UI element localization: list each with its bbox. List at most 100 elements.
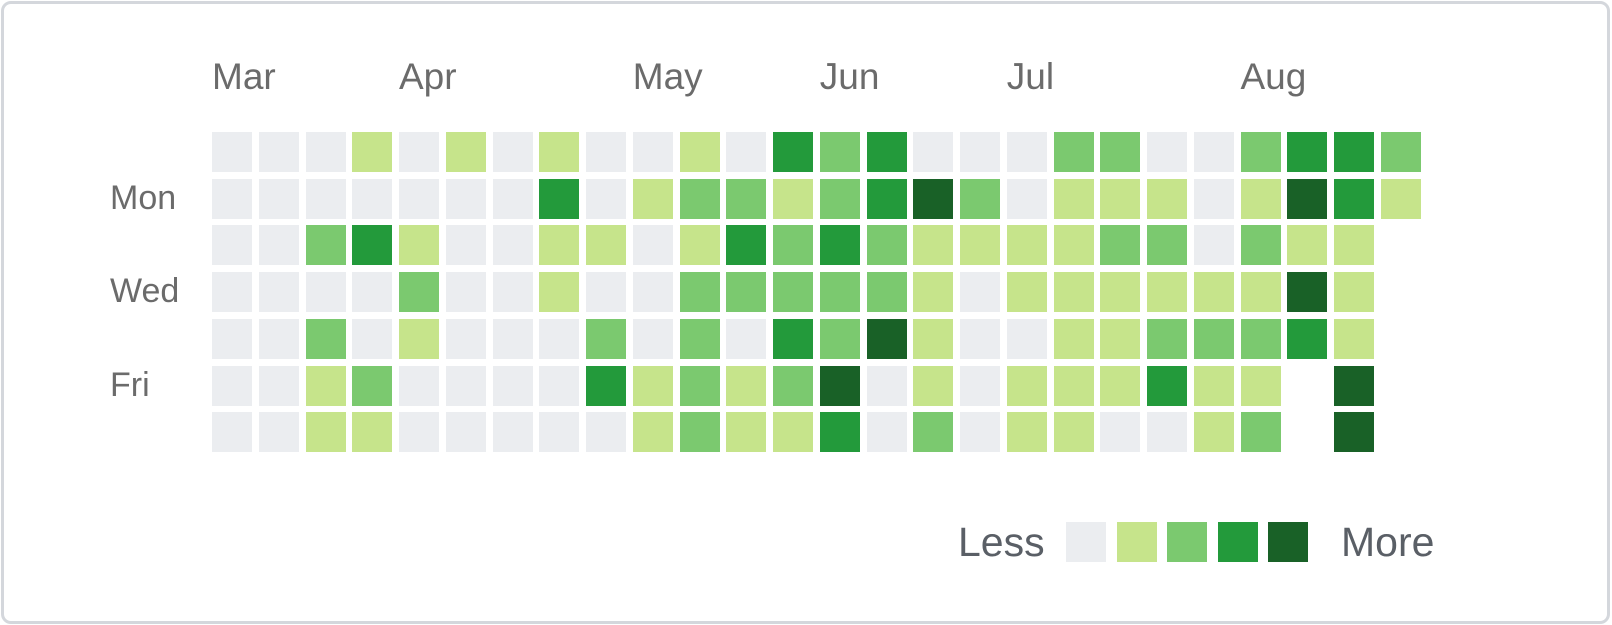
contribution-cell[interactable] [819, 412, 860, 453]
contribution-cell[interactable] [1100, 412, 1141, 453]
contribution-cell[interactable] [258, 365, 299, 406]
contribution-cell[interactable] [445, 318, 486, 359]
contribution-cell[interactable] [212, 225, 252, 266]
contribution-cell[interactable] [1240, 132, 1281, 172]
contribution-cell[interactable] [679, 132, 720, 172]
contribution-cell[interactable] [258, 225, 299, 266]
contribution-cell[interactable] [773, 132, 813, 172]
contribution-cell[interactable] [492, 178, 533, 219]
contribution-cell[interactable] [399, 178, 439, 219]
contribution-cell[interactable] [1193, 272, 1234, 313]
contribution-cell[interactable] [492, 318, 533, 359]
contribution-cell[interactable] [1240, 178, 1281, 219]
contribution-cell[interactable] [305, 272, 346, 313]
contribution-cell[interactable] [632, 365, 673, 406]
contribution-cell[interactable] [866, 272, 907, 313]
contribution-cell[interactable] [586, 132, 626, 172]
contribution-cell[interactable] [212, 132, 252, 172]
contribution-cell[interactable] [258, 178, 299, 219]
contribution-cell[interactable] [1334, 412, 1374, 453]
contribution-cell[interactable] [960, 132, 1000, 172]
contribution-cell[interactable] [1240, 272, 1281, 313]
contribution-cell[interactable] [305, 132, 346, 172]
contribution-cell[interactable] [1053, 365, 1094, 406]
contribution-cell[interactable] [212, 272, 252, 313]
contribution-cell[interactable] [1240, 365, 1281, 406]
contribution-cell[interactable] [960, 225, 1000, 266]
contribution-cell[interactable] [773, 365, 813, 406]
contribution-cell[interactable] [352, 178, 393, 219]
contribution-cell[interactable] [632, 272, 673, 313]
contribution-cell[interactable] [1287, 178, 1328, 219]
contribution-cell[interactable] [726, 318, 767, 359]
contribution-cell[interactable] [1334, 132, 1374, 172]
contribution-cell[interactable] [539, 178, 580, 219]
contribution-cell[interactable] [819, 318, 860, 359]
contribution-cell[interactable] [726, 225, 767, 266]
contribution-cell[interactable] [258, 318, 299, 359]
contribution-cell[interactable] [773, 178, 813, 219]
contribution-cell[interactable] [632, 178, 673, 219]
contribution-cell[interactable] [399, 132, 439, 172]
contribution-cell[interactable] [632, 225, 673, 266]
contribution-cell[interactable] [352, 318, 393, 359]
contribution-cell[interactable] [1100, 365, 1141, 406]
contribution-cell[interactable] [258, 132, 299, 172]
contribution-cell[interactable] [1240, 225, 1281, 266]
contribution-cell[interactable] [1100, 132, 1141, 172]
contribution-cell[interactable] [679, 272, 720, 313]
contribution-cell[interactable] [913, 225, 954, 266]
contribution-cell[interactable] [1100, 318, 1141, 359]
contribution-cell[interactable] [1147, 365, 1187, 406]
contribution-cell[interactable] [1147, 412, 1187, 453]
contribution-cell[interactable] [1193, 225, 1234, 266]
contribution-cell[interactable] [1053, 318, 1094, 359]
contribution-cell[interactable] [1193, 178, 1234, 219]
contribution-cell[interactable] [1334, 178, 1374, 219]
contribution-cell[interactable] [679, 318, 720, 359]
contribution-cell[interactable] [492, 132, 533, 172]
contribution-cell[interactable] [866, 318, 907, 359]
contribution-cell[interactable] [1053, 178, 1094, 219]
contribution-cell[interactable] [539, 365, 580, 406]
contribution-cell[interactable] [586, 178, 626, 219]
contribution-cell[interactable] [773, 318, 813, 359]
contribution-cell[interactable] [773, 225, 813, 266]
contribution-cell[interactable] [726, 178, 767, 219]
contribution-cell[interactable] [492, 412, 533, 453]
contribution-cell[interactable] [586, 412, 626, 453]
contribution-cell[interactable] [960, 318, 1000, 359]
contribution-cell[interactable] [445, 132, 486, 172]
contribution-cell[interactable] [960, 178, 1000, 219]
contribution-cell[interactable] [539, 225, 580, 266]
contribution-cell[interactable] [1287, 225, 1328, 266]
contribution-cell[interactable] [305, 365, 346, 406]
contribution-cell[interactable] [1287, 272, 1328, 313]
contribution-cell[interactable] [352, 272, 393, 313]
contribution-cell[interactable] [913, 132, 954, 172]
contribution-cell[interactable] [445, 272, 486, 313]
contribution-cell[interactable] [1053, 225, 1094, 266]
contribution-cell[interactable] [819, 365, 860, 406]
contribution-cell[interactable] [1334, 225, 1374, 266]
contribution-cell[interactable] [586, 318, 626, 359]
contribution-cell[interactable] [960, 412, 1000, 453]
contribution-cell[interactable] [866, 178, 907, 219]
contribution-cell[interactable] [352, 132, 393, 172]
contribution-cell[interactable] [399, 412, 439, 453]
contribution-cell[interactable] [445, 365, 486, 406]
contribution-cell[interactable] [866, 132, 907, 172]
contribution-cell[interactable] [539, 132, 580, 172]
contribution-cell[interactable] [866, 365, 907, 406]
contribution-cell[interactable] [1240, 412, 1281, 453]
contribution-cell[interactable] [726, 132, 767, 172]
contribution-cell[interactable] [1053, 132, 1094, 172]
contribution-cell[interactable] [1147, 178, 1187, 219]
contribution-cell[interactable] [212, 412, 252, 453]
contribution-cell[interactable] [1240, 318, 1281, 359]
contribution-cell[interactable] [1380, 132, 1421, 172]
contribution-cell[interactable] [819, 132, 860, 172]
contribution-cell[interactable] [1193, 132, 1234, 172]
contribution-cell[interactable] [399, 365, 439, 406]
contribution-cell[interactable] [1053, 272, 1094, 313]
